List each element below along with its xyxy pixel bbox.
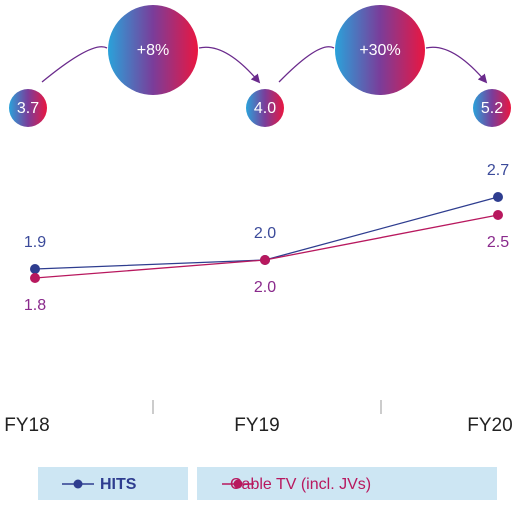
- legend-marker: [73, 479, 83, 489]
- legend-label: HITS: [100, 476, 137, 493]
- total-bubble: [246, 89, 284, 127]
- growth-arrow: [278, 46, 335, 83]
- total-label: 3.7: [17, 100, 39, 117]
- point: [260, 255, 270, 265]
- growth-bubble: [108, 5, 198, 95]
- total-bubble: [9, 89, 47, 127]
- data-label: 2.7: [487, 162, 509, 179]
- growth-label: +8%: [137, 42, 169, 59]
- total-label: 5.2: [481, 100, 503, 117]
- total-bubble: [473, 89, 511, 127]
- total-label: 4.0: [254, 100, 276, 117]
- data-label: 2.0: [254, 279, 276, 296]
- legend-label: Cable TV (incl. JVs): [230, 476, 371, 493]
- x-tick-label: FY19: [234, 415, 279, 436]
- point: [493, 192, 503, 202]
- point: [30, 273, 40, 283]
- x-tick-label: FY18: [4, 415, 49, 436]
- growth-arrow: [41, 46, 108, 83]
- data-label: 1.9: [24, 234, 46, 251]
- data-label: 1.8: [24, 297, 46, 314]
- data-label: 2.5: [487, 234, 509, 251]
- legend-marker: [233, 479, 243, 489]
- data-label: 2.0: [254, 225, 276, 242]
- point: [30, 264, 40, 274]
- x-tick-label: FY20: [467, 415, 512, 436]
- point: [493, 210, 503, 220]
- growth-label: +30%: [359, 42, 400, 59]
- growth-arrow: [198, 46, 261, 84]
- growth-bubble: [335, 5, 425, 95]
- growth-arrow: [425, 46, 488, 84]
